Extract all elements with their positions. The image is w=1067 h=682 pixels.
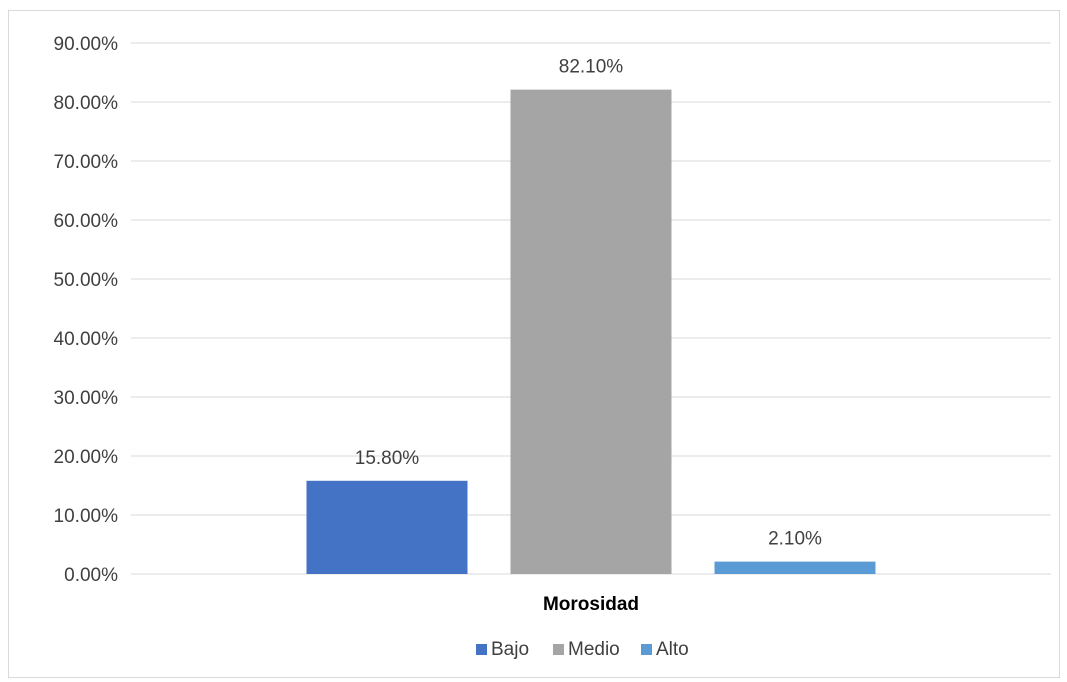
y-tick-label: 90.00% <box>54 34 119 55</box>
bar-chart: 0.00% 10.00% 20.00% 30.00% 40.00% 50.00% 60.00… <box>54 34 1051 660</box>
legend-label-bajo: Bajo <box>491 639 529 660</box>
y-tick-label: 60.00% <box>54 211 119 232</box>
y-tick-label: 80.00% <box>54 93 119 114</box>
y-tick-label: 30.00% <box>54 388 119 409</box>
legend-swatch-medio <box>553 644 564 655</box>
y-tick-label: 40.00% <box>54 329 119 350</box>
y-tick-label: 50.00% <box>54 270 119 291</box>
y-tick-label: 0.00% <box>64 565 118 586</box>
data-label-alto: 2.10% <box>768 529 822 550</box>
data-label-bajo: 15.80% <box>355 448 420 469</box>
chart-frame: 0.00% 10.00% 20.00% 30.00% 40.00% 50.00% 60.00… <box>8 10 1060 678</box>
data-label-medio: 82.10% <box>559 57 624 78</box>
legend-label-medio: Medio <box>568 639 620 660</box>
legend-swatch-bajo <box>476 644 487 655</box>
legend-label-alto: Alto <box>656 639 689 660</box>
legend-swatch-alto <box>641 644 652 655</box>
category-label: Morosidad <box>543 594 639 615</box>
bar-medio <box>510 89 672 575</box>
bar-bajo <box>306 480 468 574</box>
bar-alto <box>714 561 876 574</box>
y-tick-label: 20.00% <box>54 447 119 468</box>
y-tick-label: 70.00% <box>54 152 119 173</box>
y-tick-label: 10.00% <box>54 506 119 527</box>
